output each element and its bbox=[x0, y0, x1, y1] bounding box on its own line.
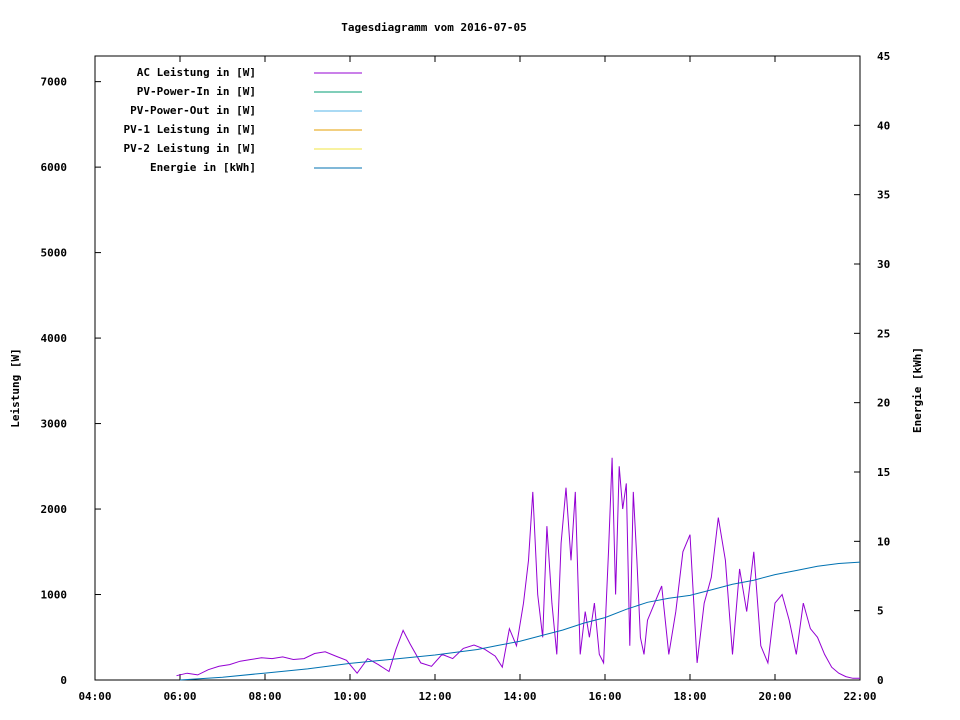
legend-pv-power-out-label: PV-Power-Out in [W] bbox=[130, 104, 256, 117]
y2-tick-label: 0 bbox=[877, 674, 884, 687]
y2-tick-label: 35 bbox=[877, 189, 890, 202]
x-tick-label: 14:00 bbox=[503, 690, 536, 703]
x-tick-label: 22:00 bbox=[843, 690, 876, 703]
x-tick-label: 08:00 bbox=[248, 690, 281, 703]
y2-tick-label: 15 bbox=[877, 466, 890, 479]
legend: AC Leistung in [W] PV-Power-In in [W] PV-P… bbox=[124, 66, 362, 174]
legend-pv-power-in-label: PV-Power-In in [W] bbox=[137, 85, 256, 98]
y-axis-label: Leistung [W] bbox=[9, 348, 22, 427]
y-tick-label: 0 bbox=[60, 674, 67, 687]
y-tick-label: 6000 bbox=[41, 161, 68, 174]
y-tick-label: 7000 bbox=[41, 76, 68, 89]
x-tick-label: 18:00 bbox=[673, 690, 706, 703]
y-tick-label: 5000 bbox=[41, 247, 68, 260]
legend-ac-leistung-label: AC Leistung in [W] bbox=[137, 66, 256, 79]
y2-tick-label: 20 bbox=[877, 397, 890, 410]
y-tick-label: 2000 bbox=[41, 503, 68, 516]
x-tick-label: 04:00 bbox=[78, 690, 111, 703]
y2-axis-label: Energie [kWh] bbox=[911, 347, 924, 433]
y-tick-label: 4000 bbox=[41, 332, 68, 345]
y2-tick-label: 40 bbox=[877, 119, 890, 132]
y2-tick-label: 10 bbox=[877, 535, 890, 548]
legend-pv2-leistung-label: PV-2 Leistung in [W] bbox=[124, 142, 256, 155]
x-tick-label: 20:00 bbox=[758, 690, 791, 703]
x-tick-label: 06:00 bbox=[163, 690, 196, 703]
y2-tick-label: 45 bbox=[877, 50, 890, 63]
series-energie-line bbox=[179, 561, 861, 681]
series-layer bbox=[176, 457, 861, 681]
chart-title: Tagesdiagramm vom 2016-07-05 bbox=[341, 21, 526, 34]
y2-tick-label: 30 bbox=[877, 258, 890, 271]
plot-frame bbox=[94, 55, 861, 681]
y-tick-label: 1000 bbox=[41, 589, 68, 602]
y2-tick-label: 5 bbox=[877, 605, 884, 618]
legend-pv1-leistung-label: PV-1 Leistung in [W] bbox=[124, 123, 256, 136]
x-tick-label: 16:00 bbox=[588, 690, 621, 703]
axes: 0 1000 2000 3000 4000 5000 6000 7000 0 5 10 15 20 25 3… bbox=[41, 50, 891, 703]
x-tick-label: 10:00 bbox=[333, 690, 366, 703]
x-tick-label: 12:00 bbox=[418, 690, 451, 703]
legend-energie-label: Energie in [kWh] bbox=[150, 161, 256, 174]
y2-tick-label: 25 bbox=[877, 327, 890, 340]
y-tick-label: 3000 bbox=[41, 418, 68, 431]
series-ac-leistung-line bbox=[176, 457, 860, 679]
